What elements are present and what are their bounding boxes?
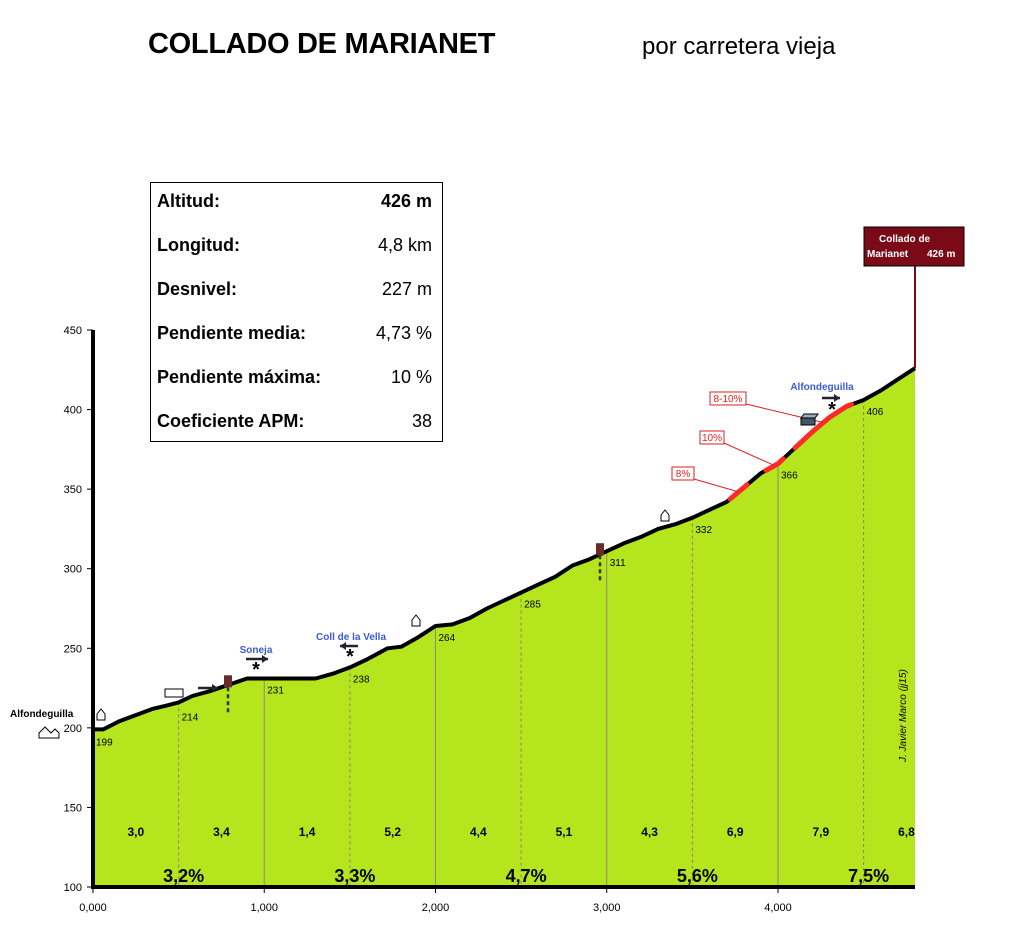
segment-gradient-label: 3,4	[213, 825, 230, 839]
page-subtitle: por carretera vieja	[642, 33, 836, 60]
y-tick-label: 150	[64, 802, 82, 814]
y-tick-label: 100	[64, 882, 82, 894]
steep-label-box	[709, 391, 747, 406]
point-altitude-label: 231	[267, 686, 284, 697]
segment-gradient-label: 6,9	[727, 825, 744, 839]
profile-area	[93, 368, 915, 887]
segment-gradient-label: 4,3	[641, 825, 658, 839]
summit-name-line1: Collado de	[879, 234, 931, 245]
steep-label-box	[699, 430, 725, 445]
crossroad-icon: *	[252, 659, 260, 681]
stat-row: Pendiente máxima: 10 %	[157, 367, 432, 391]
point-altitude-label: 332	[695, 525, 712, 536]
steep-section	[727, 482, 750, 502]
crossroad-icon: *	[828, 399, 836, 421]
km-gradient-label: 4,7%	[506, 866, 547, 886]
x-tick-label: 0,000	[79, 902, 107, 914]
segment-gradient-label: 6,8	[898, 825, 915, 839]
stat-label: Altitud:	[157, 191, 220, 211]
segment-gradient-label: 3,0	[127, 825, 144, 839]
steep-label: 10%	[702, 433, 722, 444]
point-altitude-label: 214	[182, 713, 199, 724]
summit-box	[863, 226, 965, 267]
steep-section	[763, 456, 786, 473]
km-gradient-label: 5,6%	[677, 866, 718, 886]
segment-gradient-label: 7,9	[812, 825, 829, 839]
point-altitude-label: 199	[96, 737, 113, 748]
page-title: COLLADO DE MARIANET	[148, 28, 496, 60]
stat-row: Desnivel: 227 m	[157, 279, 432, 303]
place-name: Alfondeguilla	[10, 709, 74, 720]
crossing-icon	[224, 675, 232, 688]
stat-value: 10 %	[390, 367, 432, 387]
y-tick-label: 350	[64, 484, 82, 496]
stat-row: Altitud: 426 m	[157, 191, 432, 215]
stat-row: Pendiente media: 4,73 %	[157, 323, 432, 347]
x-tick-label: 1,000	[250, 902, 278, 914]
x-tick-label: 4,000	[764, 902, 792, 914]
stat-row: Coeficiente APM: 38	[157, 411, 432, 435]
place-name: Soneja	[240, 645, 273, 656]
stat-label: Pendiente máxima:	[157, 367, 322, 387]
point-altitude-label: 285	[524, 600, 541, 611]
x-tick-label: 3,000	[593, 902, 621, 914]
steep-leader-line	[693, 478, 739, 493]
point-altitude-label: 264	[439, 633, 456, 644]
point-altitude-label: 366	[781, 471, 798, 482]
stat-row: Longitud: 4,8 km	[157, 235, 432, 259]
direction-arrow-head	[340, 642, 346, 650]
train-icon	[164, 688, 184, 698]
summit-altitude: 426 m	[927, 249, 955, 260]
house-icon	[96, 708, 106, 721]
direction-arrow-head	[262, 655, 268, 663]
steep-leader-line	[723, 442, 775, 467]
house-icon	[411, 614, 421, 627]
km-gradient-label: 7,5%	[848, 866, 889, 886]
segment-gradient-label: 5,2	[384, 825, 401, 839]
building-icon-top	[800, 413, 819, 419]
crossing-icon	[596, 543, 604, 556]
segment-gradient-label: 5,1	[556, 825, 573, 839]
stat-value: 38	[411, 411, 432, 431]
y-tick-label: 200	[64, 723, 82, 735]
direction-arrow-head	[834, 394, 840, 402]
km-gradient-label: 3,2%	[163, 866, 204, 886]
crossroad-icon: *	[346, 646, 354, 668]
stats-panel: Altitud: 426 m Longitud: 4,8 km Desnivel: 227…	[150, 182, 443, 442]
direction-arrow-head	[212, 684, 218, 692]
stat-value: 4,8 km	[377, 235, 432, 255]
credit-text: J. Javier Marco (jj15)	[898, 669, 909, 763]
y-tick-label: 400	[64, 405, 82, 417]
house-icon	[660, 509, 670, 522]
stat-label: Pendiente media:	[157, 323, 307, 343]
village-icon	[38, 726, 60, 739]
x-tick-label: 2,000	[422, 902, 450, 914]
stat-value: 4,73 %	[375, 323, 432, 343]
place-name: Coll de la Vella	[316, 632, 386, 643]
segment-gradient-label: 4,4	[470, 825, 487, 839]
stat-label: Coeficiente APM:	[157, 411, 305, 431]
steep-label-box	[671, 466, 695, 481]
summit-name-line2: Marianet	[867, 249, 909, 260]
steep-label: 8-10%	[714, 394, 743, 405]
point-altitude-label: 238	[353, 674, 370, 685]
stat-value: 227 m	[381, 279, 432, 299]
steep-label: 8%	[676, 469, 691, 480]
building-icon	[800, 417, 816, 426]
y-tick-label: 450	[64, 325, 82, 337]
y-tick-label: 250	[64, 643, 82, 655]
stat-label: Longitud:	[157, 235, 240, 255]
point-altitude-label: 406	[867, 407, 884, 418]
stat-value: 426 m	[380, 191, 432, 211]
point-altitude-label: 311	[610, 558, 626, 569]
segment-gradient-label: 1,4	[299, 825, 316, 839]
place-name: Alfondeguilla	[790, 382, 854, 393]
stat-label: Desnivel:	[157, 279, 238, 299]
km-gradient-label: 3,3%	[334, 866, 375, 886]
steep-section	[792, 402, 855, 451]
y-tick-label: 300	[64, 564, 82, 576]
